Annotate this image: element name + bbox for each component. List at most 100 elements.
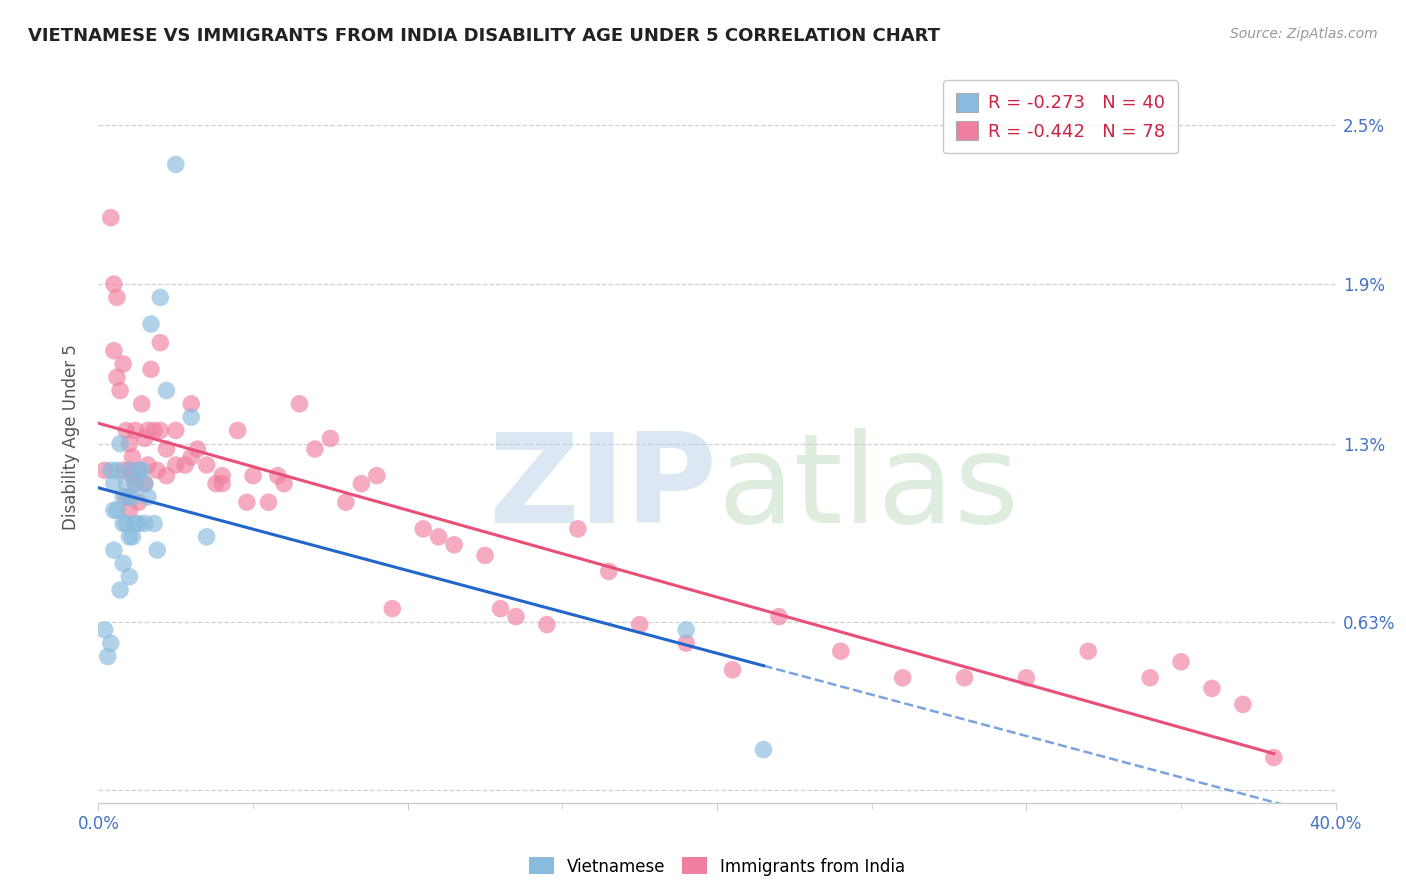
Point — [721, 663, 744, 677]
Point — [155, 468, 177, 483]
Point — [128, 463, 150, 477]
Text: ZIP: ZIP — [488, 428, 717, 549]
Point — [115, 516, 138, 531]
Point — [768, 609, 790, 624]
Point — [427, 530, 450, 544]
Point — [100, 636, 122, 650]
Point — [128, 463, 150, 477]
Point — [1263, 750, 1285, 764]
Point — [136, 490, 159, 504]
Point — [128, 516, 150, 531]
Point — [242, 468, 264, 483]
Point — [93, 463, 115, 477]
Point — [366, 468, 388, 483]
Point — [115, 476, 138, 491]
Point — [121, 490, 143, 504]
Point — [180, 410, 202, 425]
Point — [118, 503, 141, 517]
Point — [105, 370, 128, 384]
Point — [97, 649, 120, 664]
Point — [381, 601, 404, 615]
Point — [118, 463, 141, 477]
Point — [139, 362, 162, 376]
Point — [103, 543, 125, 558]
Point — [675, 623, 697, 637]
Point — [124, 516, 146, 531]
Point — [180, 450, 202, 464]
Point — [1170, 655, 1192, 669]
Point — [103, 503, 125, 517]
Point — [118, 463, 141, 477]
Point — [443, 538, 465, 552]
Point — [103, 476, 125, 491]
Point — [124, 476, 146, 491]
Point — [211, 468, 233, 483]
Point — [1232, 698, 1254, 712]
Point — [105, 503, 128, 517]
Point — [124, 424, 146, 438]
Point — [195, 530, 218, 544]
Point — [304, 442, 326, 456]
Point — [115, 490, 138, 504]
Point — [118, 490, 141, 504]
Point — [103, 277, 125, 292]
Point — [100, 463, 122, 477]
Point — [146, 543, 169, 558]
Point — [205, 476, 228, 491]
Point — [134, 476, 156, 491]
Point — [149, 290, 172, 304]
Point — [830, 644, 852, 658]
Point — [891, 671, 914, 685]
Point — [112, 463, 135, 477]
Point — [165, 424, 187, 438]
Point — [1201, 681, 1223, 696]
Point — [108, 436, 131, 450]
Point — [143, 424, 166, 438]
Point — [174, 458, 197, 472]
Point — [112, 557, 135, 571]
Point — [118, 570, 141, 584]
Point — [186, 442, 208, 456]
Point — [136, 424, 159, 438]
Point — [288, 397, 311, 411]
Text: Source: ZipAtlas.com: Source: ZipAtlas.com — [1230, 27, 1378, 41]
Point — [226, 424, 249, 438]
Point — [335, 495, 357, 509]
Point — [108, 384, 131, 398]
Point — [112, 516, 135, 531]
Point — [155, 384, 177, 398]
Point — [103, 343, 125, 358]
Point — [1139, 671, 1161, 685]
Point — [105, 463, 128, 477]
Point — [474, 549, 496, 563]
Point — [108, 582, 131, 597]
Point — [128, 495, 150, 509]
Point — [257, 495, 280, 509]
Point — [628, 617, 651, 632]
Point — [112, 357, 135, 371]
Point — [412, 522, 434, 536]
Point — [752, 742, 775, 756]
Point — [136, 458, 159, 472]
Point — [273, 476, 295, 491]
Point — [211, 476, 233, 491]
Point — [267, 468, 290, 483]
Point — [134, 431, 156, 445]
Point — [195, 458, 218, 472]
Point — [93, 623, 115, 637]
Text: atlas: atlas — [717, 428, 1019, 549]
Point — [146, 463, 169, 477]
Legend: Vietnamese, Immigrants from India: Vietnamese, Immigrants from India — [522, 851, 912, 882]
Point — [165, 458, 187, 472]
Point — [350, 476, 373, 491]
Point — [236, 495, 259, 509]
Point — [953, 671, 976, 685]
Point — [134, 476, 156, 491]
Point — [319, 431, 342, 445]
Point — [155, 442, 177, 456]
Point — [121, 468, 143, 483]
Point — [121, 450, 143, 464]
Point — [505, 609, 527, 624]
Point — [143, 516, 166, 531]
Point — [124, 476, 146, 491]
